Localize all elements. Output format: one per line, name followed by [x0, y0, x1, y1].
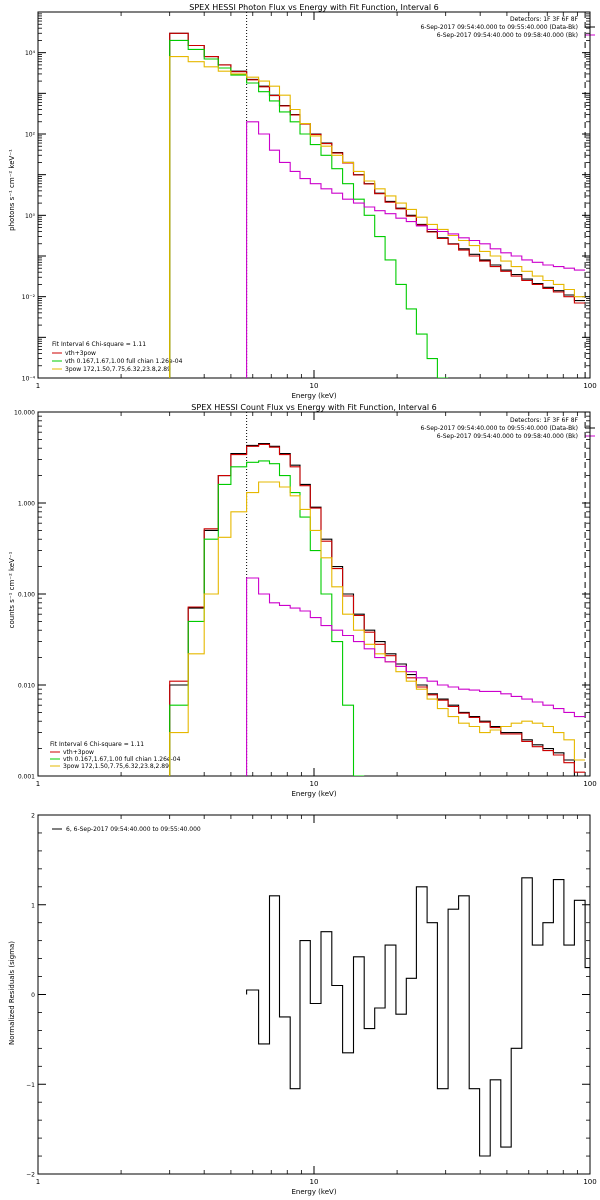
fit-info-label: Fit Interval 6 Chi-square = 1.11 [52, 341, 146, 348]
x-axis-label: Energy (keV) [291, 790, 336, 798]
x-tick-label: 10 [310, 1178, 319, 1186]
y-tick-label: 10⁻⁴ [22, 376, 36, 383]
legend-power-law: 3pow 172,1.50,7.75,6.32,23.8,2.89 [63, 763, 169, 770]
y-tick-label: −1 [26, 1082, 35, 1089]
series-line-0 [169, 443, 586, 776]
y-axis-label: photons s⁻¹ cm⁻² keV⁻¹ [8, 149, 16, 231]
count-flux-chart: SPEX HESSI Count Flux vs Energy with Fit… [8, 403, 597, 798]
x-tick-label: 1 [36, 382, 40, 390]
legend-total-fit: vth+3pow [65, 350, 96, 357]
chart-title: SPEX HESSI Photon Flux vs Energy with Fi… [189, 3, 439, 12]
residual-interval-label: 6, 6-Sep-2017 09:54:40.000 to 09:55:40.0… [66, 826, 201, 833]
y-tick-label: 10⁰ [25, 213, 36, 220]
series-line-0 [169, 32, 586, 378]
series-line-4 [246, 121, 586, 378]
x-tick-label: 100 [583, 382, 596, 390]
x-tick-label: 1 [36, 1178, 40, 1186]
y-tick-label: 1.000 [18, 501, 35, 508]
legend-thermal: vth 0.167,1.67,1.00 full chian 1.26e-04 [65, 358, 183, 365]
y-tick-label: 10⁴ [25, 50, 36, 57]
plot-frame [37, 814, 591, 1175]
legend-thermal: vth 0.167,1.67,1.00 full chian 1.26e-04 [63, 756, 181, 763]
y-axis-label: counts s⁻¹ cm⁻² keV⁻¹ [8, 551, 16, 628]
photon-flux-chart: SPEX HESSI Photon Flux vs Energy with Fi… [8, 3, 597, 400]
data-interval-label: 6-Sep-2017 09:54:40.000 to 09:55:40.000 … [420, 24, 578, 31]
series-line-1 [169, 32, 586, 378]
plot-frame [37, 11, 591, 379]
y-tick-label: 0.010 [18, 683, 35, 690]
detector-label: Detectors: 1F 3F 6F 8F [510, 417, 579, 424]
y-tick-label: 0.001 [18, 774, 35, 781]
y-tick-label: −2 [26, 1172, 35, 1179]
legend-power-law: 3pow 172,1.50,7.75,6.32,23.8,2.89 [65, 366, 171, 373]
fit-info-label: Fit Interval 6 Chi-square = 1.11 [50, 741, 144, 748]
background-interval-label: 6-Sep-2017 09:54:40.000 to 09:58:40.000 … [437, 433, 578, 440]
x-tick-label: 100 [583, 780, 596, 788]
series-line-1 [169, 443, 586, 776]
series-line-3 [169, 56, 586, 378]
series-line-3 [169, 481, 586, 776]
y-tick-label: 1 [31, 902, 35, 909]
series-line-2 [169, 460, 365, 776]
y-tick-label: 10.000 [14, 410, 35, 417]
x-axis-label: Energy (keV) [291, 392, 336, 400]
plot-frame [37, 411, 591, 777]
detector-label: Detectors: 1F 3F 6F 8F [510, 16, 579, 23]
residuals-chart: Energy (keV) Normalized Residuals (sigma… [8, 813, 597, 1197]
x-tick-label: 100 [583, 1178, 596, 1186]
y-tick-label: 10⁻² [22, 294, 36, 301]
x-axis-label: Energy (keV) [291, 1188, 336, 1196]
chart-title: SPEX HESSI Count Flux vs Energy with Fit… [191, 403, 436, 412]
y-tick-label: 2 [31, 813, 35, 820]
legend-total-fit: vth+3pow [63, 749, 94, 756]
x-tick-label: 1 [36, 780, 40, 788]
data-interval-label: 6-Sep-2017 09:54:40.000 to 09:55:40.000 … [420, 425, 578, 432]
y-tick-label: 0.100 [18, 592, 35, 599]
series-line-4 [246, 577, 586, 776]
y-tick-label: 10² [25, 132, 36, 139]
x-tick-label: 10 [310, 780, 319, 788]
series-line-0 [246, 877, 590, 1157]
y-axis-label: Normalized Residuals (sigma) [8, 941, 16, 1045]
background-interval-label: 6-Sep-2017 09:54:40.000 to 09:58:40.000 … [437, 32, 578, 39]
y-tick-label: 0 [31, 992, 35, 999]
x-tick-label: 10 [310, 382, 319, 390]
